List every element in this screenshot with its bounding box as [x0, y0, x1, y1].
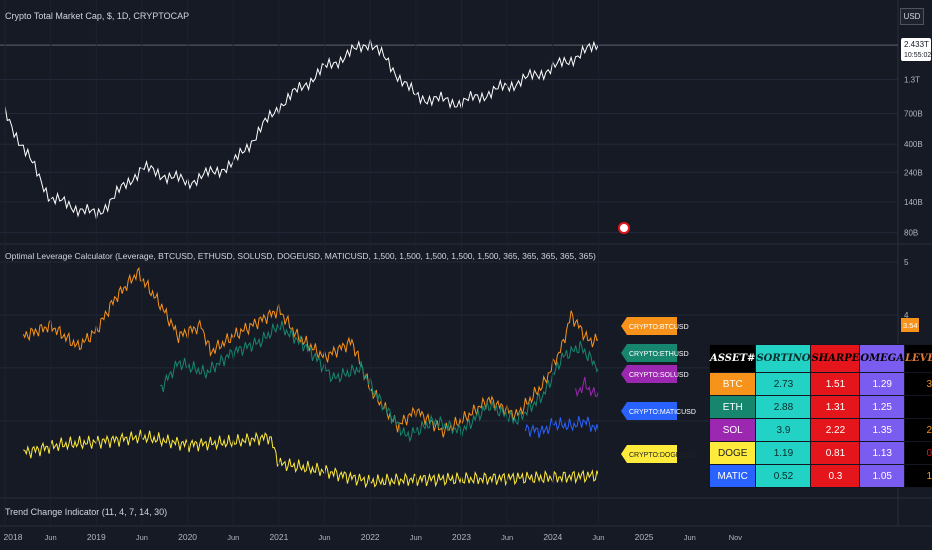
- x-tick-label: Jun: [227, 533, 239, 542]
- leverage-cell: 3: [904, 395, 932, 419]
- y-tick-label: 4: [904, 311, 909, 320]
- leverage-cell: 2.55: [904, 418, 932, 442]
- series-line: [575, 376, 599, 398]
- x-tick-label: Jun: [684, 533, 696, 542]
- x-tick-label: 2021: [269, 532, 288, 542]
- sortino-cell: 2.88: [755, 395, 812, 419]
- header-asset: ASSET#: [708, 344, 757, 373]
- y-tick-label: 1.3T: [904, 75, 920, 84]
- asset-cell: MATIC: [708, 464, 757, 488]
- x-tick-label: Jun: [592, 533, 604, 542]
- leverage-cell: 1.82: [904, 464, 932, 488]
- omega-cell: 1.25: [859, 395, 906, 419]
- y-tick-label: 140B: [904, 198, 923, 207]
- leverage-cell: 0.97: [904, 441, 932, 465]
- x-tick-label: 2022: [361, 532, 380, 542]
- asset-cell: BTC: [708, 372, 757, 396]
- series-label-tag: [621, 365, 677, 383]
- series-value-badge: [901, 318, 919, 332]
- event-marker-icon: [618, 222, 630, 234]
- sharpe-cell: 0.3: [810, 464, 861, 488]
- sharpe-cell: 2.22: [810, 418, 861, 442]
- series-label-tag: [621, 402, 677, 420]
- y-tick-label: 80B: [904, 229, 918, 238]
- x-tick-label: Jun: [319, 533, 331, 542]
- sortino-cell: 2.73: [755, 372, 812, 396]
- table-row: SOL 3.9 2.22 1.35 2.55: [708, 418, 932, 442]
- table-header-row: ASSET# SORTINO SHARPE OMEGA LEVERAGE: [708, 344, 932, 373]
- series-label-text: CRYPTO:BTCUSD: [629, 324, 689, 331]
- y-tick-label: 240B: [904, 168, 923, 177]
- x-tick-label: 2023: [452, 532, 471, 542]
- sortino-cell: 0.52: [755, 464, 812, 488]
- table-row: BTC 2.73 1.51 1.29 3.54: [708, 372, 932, 396]
- sortino-cell: 1.19: [755, 441, 812, 465]
- series-label-text: CRYPTO:SOLUSD: [629, 372, 689, 379]
- price-tag-value: 2.433T: [904, 40, 929, 49]
- asset-cell: SOL: [708, 418, 757, 442]
- leverage-table: ASSET# SORTINO SHARPE OMEGA LEVERAGE BTC…: [708, 344, 932, 488]
- series-line: [23, 429, 599, 489]
- sharpe-cell: 1.31: [810, 395, 861, 419]
- series-line: [22, 266, 599, 438]
- x-tick-label: 2024: [543, 532, 562, 542]
- leverage-cell: 3.54: [904, 372, 932, 396]
- series-label-tag: [621, 445, 677, 463]
- top-chart-title: Crypto Total Market Cap, $, 1D, CRYPTOCA…: [5, 11, 190, 21]
- x-tick-label: Jun: [501, 533, 513, 542]
- series-line: [524, 416, 599, 439]
- x-tick-label: 2018: [4, 532, 23, 542]
- x-tick-label: Jun: [410, 533, 422, 542]
- omega-cell: 1.05: [859, 464, 906, 488]
- sharpe-cell: 1.51: [810, 372, 861, 396]
- series-label-text: CRYPTO:MATICUSD: [629, 409, 696, 416]
- indicator-title: Optimal Leverage Calculator (Leverage, B…: [5, 251, 596, 261]
- x-tick-label: Nov: [729, 533, 743, 542]
- header-leverage: LEVERAGE: [904, 344, 932, 373]
- trend-indicator-title: Trend Change Indicator (11, 4, 7, 14, 30…: [5, 507, 168, 517]
- sharpe-cell: 0.81: [810, 441, 861, 465]
- series-value-text: 3.54: [903, 321, 918, 330]
- series-label-tag: [621, 344, 677, 362]
- header-omega: OMEGA: [859, 344, 906, 373]
- y-tick-label: 400B: [904, 140, 923, 149]
- x-tick-label: 2020: [178, 532, 197, 542]
- x-tick-label: Jun: [45, 533, 57, 542]
- x-tick-label: 2025: [635, 532, 654, 542]
- asset-cell: ETH: [708, 395, 757, 419]
- sortino-cell: 3.9: [755, 418, 812, 442]
- series-label-text: CRYPTO:DOGEUSD: [629, 452, 695, 459]
- header-sharpe: SHARPE: [810, 344, 861, 373]
- price-tag: [901, 38, 931, 62]
- market-cap-line: [4, 39, 599, 220]
- x-tick-label: Jun: [136, 533, 148, 542]
- table-row: MATIC 0.52 0.3 1.05 1.82: [708, 464, 932, 488]
- header-sortino: SORTINO: [755, 344, 812, 373]
- omega-cell: 1.35: [859, 418, 906, 442]
- currency-button[interactable]: USD: [900, 8, 924, 25]
- y-tick-label: 700B: [904, 109, 923, 118]
- x-tick-label: 2019: [87, 532, 106, 542]
- series-label-tag: [621, 317, 677, 335]
- table-row: ETH 2.88 1.31 1.25 3: [708, 395, 932, 419]
- omega-cell: 1.13: [859, 441, 906, 465]
- table-row: DOGE 1.19 0.81 1.13 0.97: [708, 441, 932, 465]
- series-label-text: CRYPTO:ETHUSD: [629, 351, 689, 358]
- y-tick-label: 5: [904, 258, 909, 267]
- price-tag-time: 10:55:02: [904, 52, 931, 59]
- asset-cell: DOGE: [708, 441, 757, 465]
- omega-cell: 1.29: [859, 372, 906, 396]
